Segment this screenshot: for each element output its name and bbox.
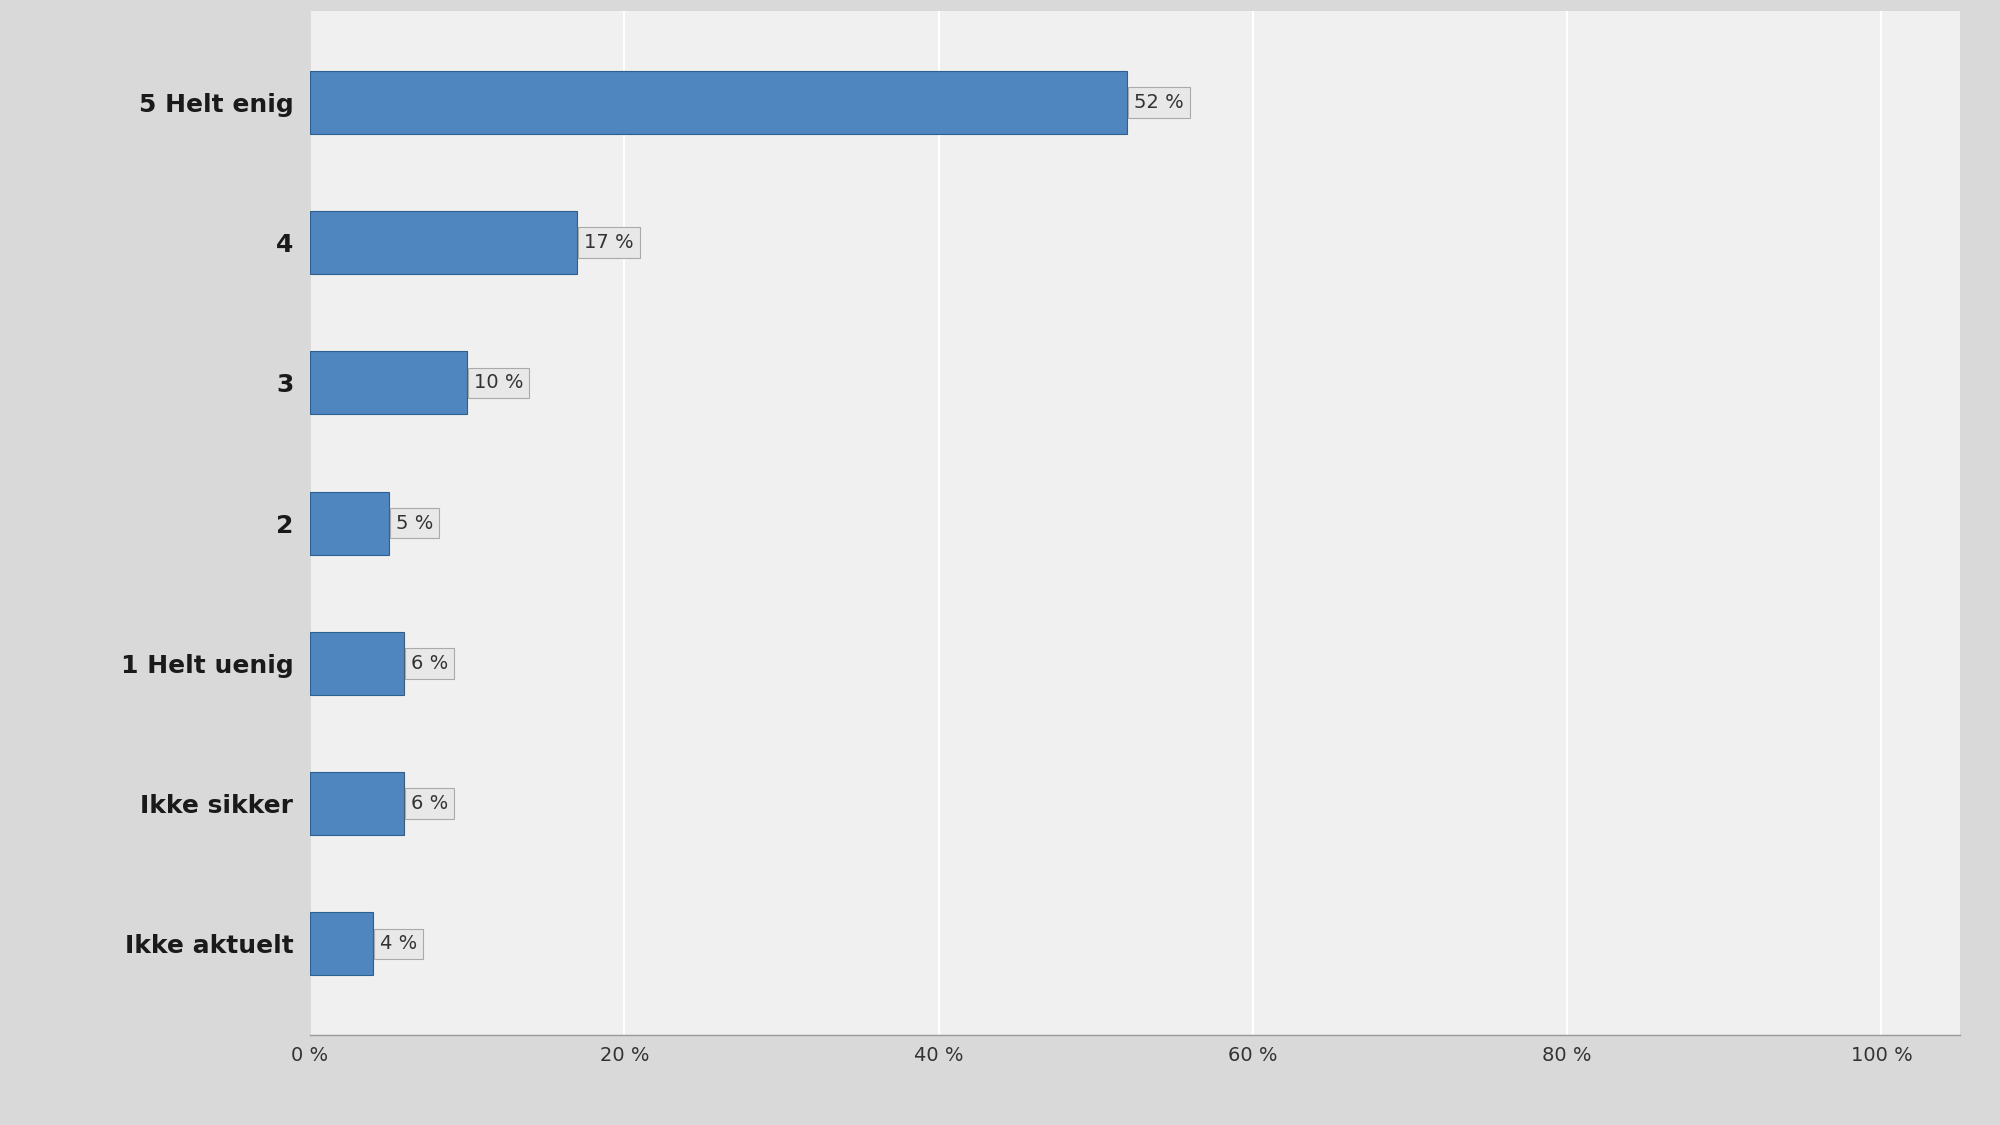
Bar bbox=[310, 912, 372, 975]
Text: 52 %: 52 % bbox=[1134, 93, 1184, 111]
Text: 10 %: 10 % bbox=[474, 374, 524, 393]
Bar bbox=[310, 492, 388, 555]
Bar bbox=[310, 351, 468, 414]
Text: 6 %: 6 % bbox=[412, 794, 448, 813]
Text: 17 %: 17 % bbox=[584, 233, 634, 252]
Bar bbox=[310, 632, 404, 695]
Text: 5 %: 5 % bbox=[396, 514, 432, 532]
Bar bbox=[310, 772, 404, 835]
Bar bbox=[310, 212, 578, 274]
Bar bbox=[310, 71, 1128, 134]
Text: 4 %: 4 % bbox=[380, 935, 418, 953]
Text: 6 %: 6 % bbox=[412, 654, 448, 673]
